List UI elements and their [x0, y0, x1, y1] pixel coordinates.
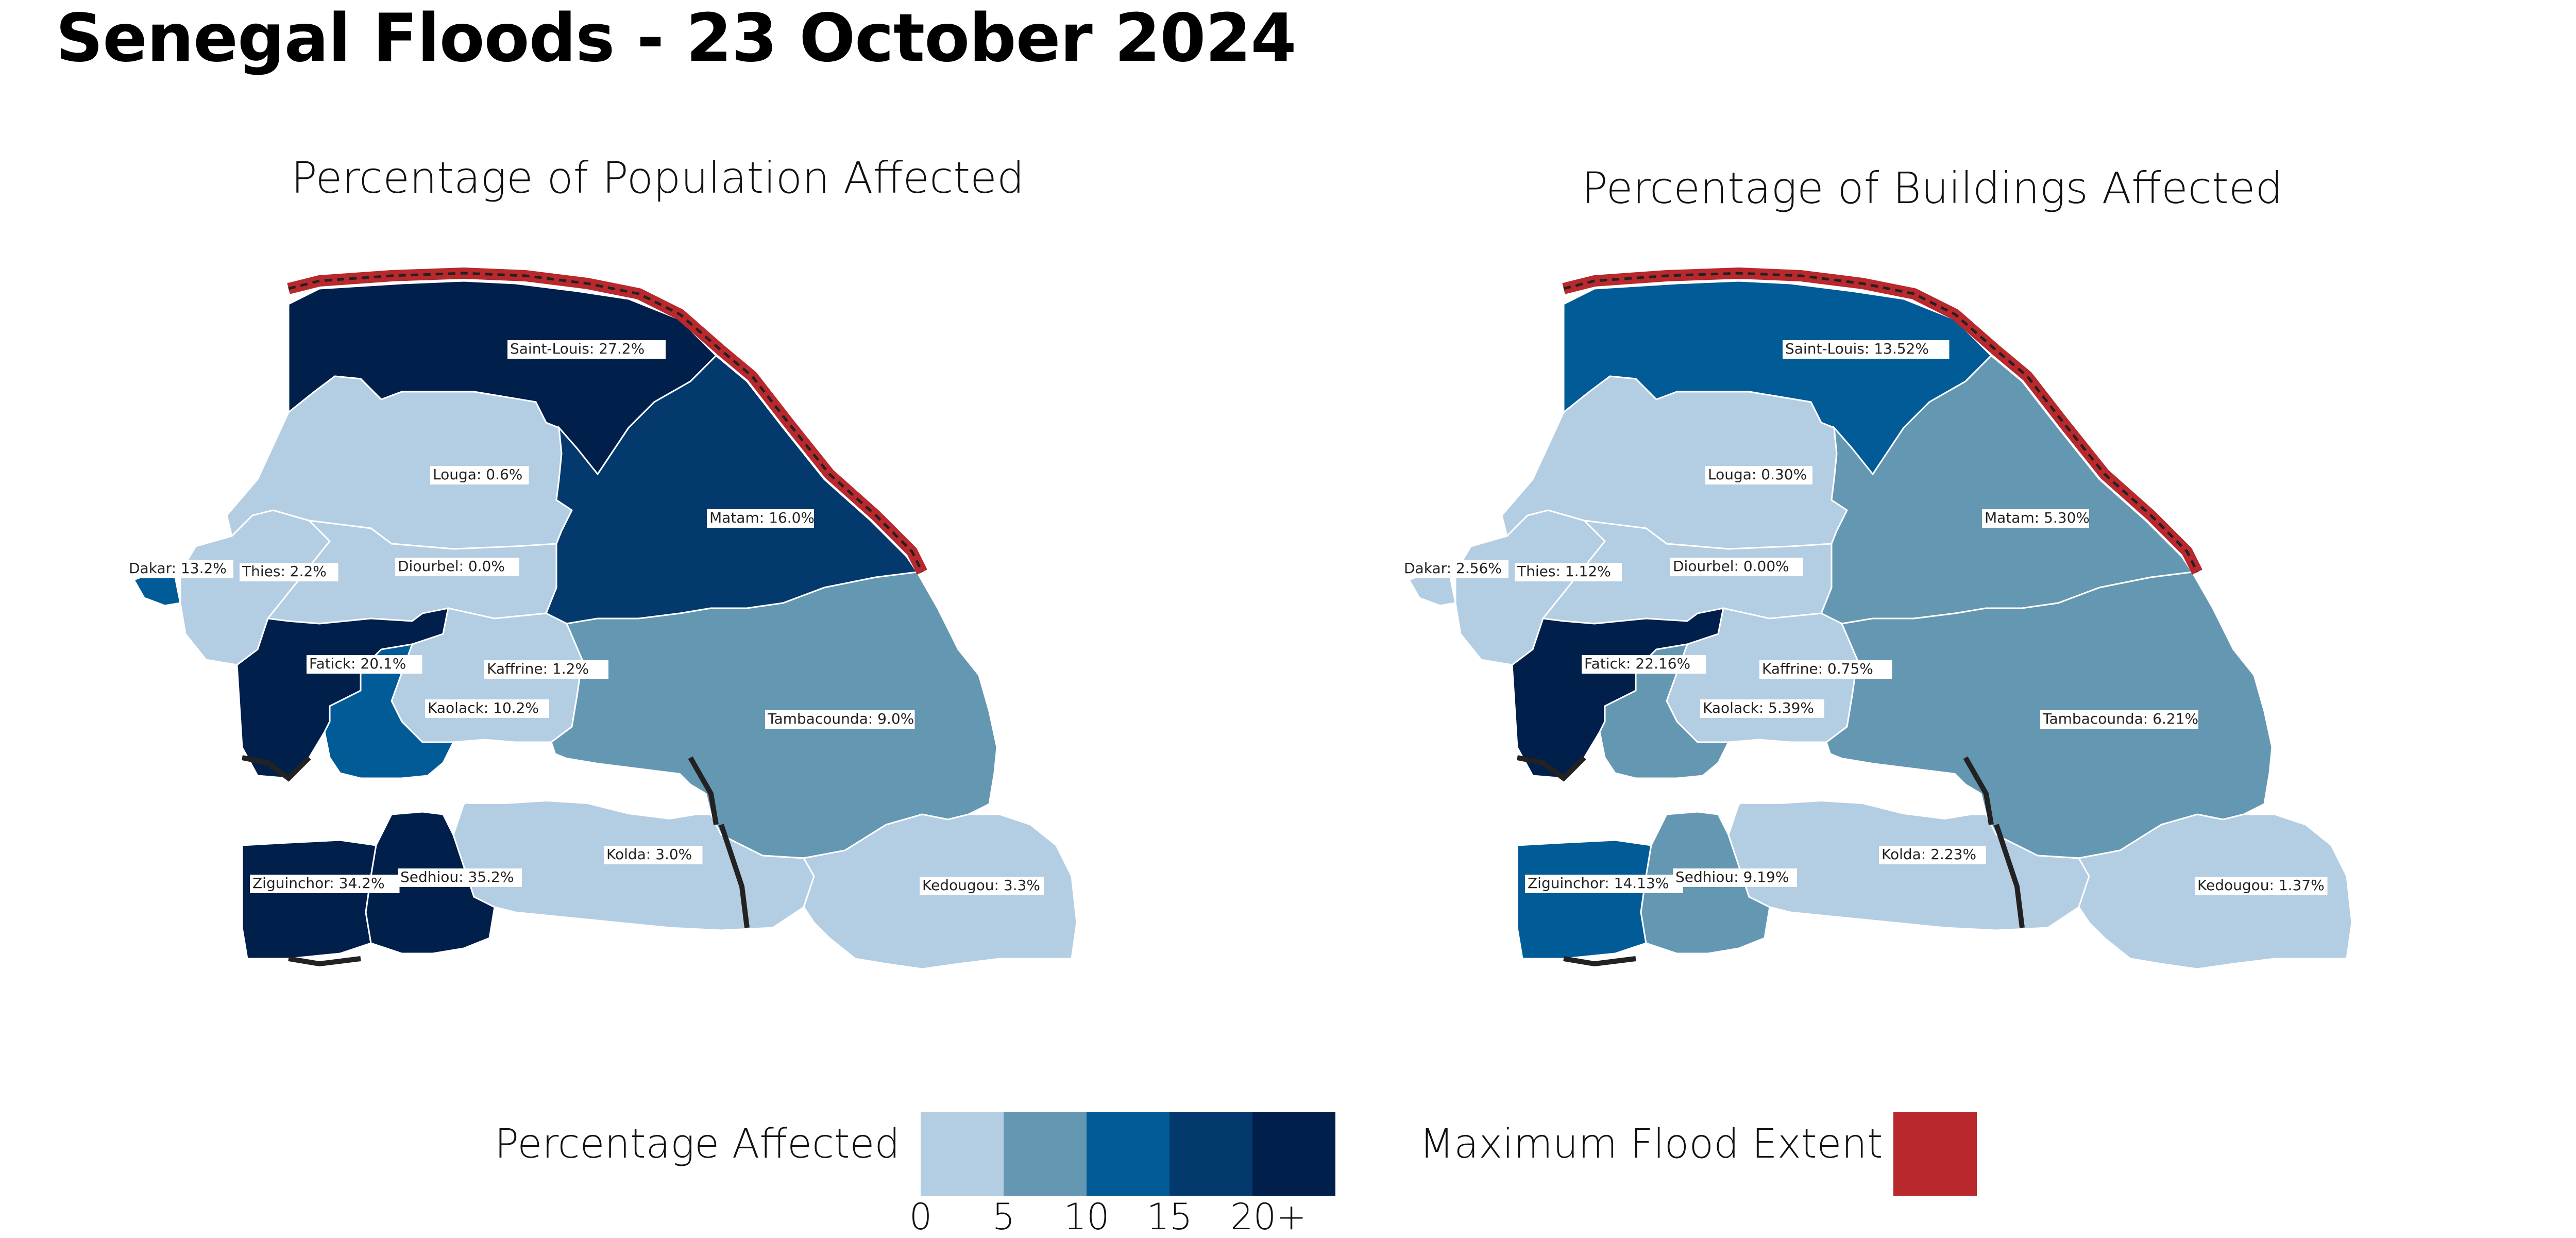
legend-swatch-10-15	[1087, 1112, 1170, 1196]
label-box-tambacounda	[765, 710, 915, 729]
label-box-saint-louis	[507, 340, 666, 359]
label-box-louga	[1705, 466, 1812, 484]
label-ziguinchor: Ziguinchor: 34.2%	[252, 875, 385, 892]
label-box-kedougou	[920, 877, 1044, 895]
river-detail	[1517, 755, 2025, 967]
legend-color-bar	[921, 1112, 1335, 1196]
legend-swatch-20-plus	[1252, 1112, 1335, 1196]
label-sedhiou: Sedhiou: 9.19%	[1675, 868, 1789, 885]
buildings-affected-map: Saint-Louis: 13.52% Louga: 0.30% Matam: 5.…	[1401, 267, 2352, 969]
label-dakar: Dakar: 13.2%	[129, 560, 227, 577]
label-saint-louis: Saint-Louis: 13.52%	[1785, 340, 1929, 357]
label-diourbel: Diourbel: 0.00%	[1673, 558, 1789, 575]
region-kaolack	[1599, 643, 1730, 779]
label-box-saint-louis	[1783, 340, 1950, 359]
legend-swatch-5-10	[1004, 1112, 1087, 1196]
label-saint-louis: Saint-Louis: 27.2%	[510, 340, 645, 357]
label-box-dakar	[1401, 560, 1509, 578]
region-kaolack	[324, 643, 455, 779]
label-ziguinchor: Ziguinchor: 14.13%	[1528, 875, 1669, 892]
label-kaffrine: Kaffrine: 1.2%	[487, 660, 589, 677]
population-map-title: Percentage of Population Affected	[291, 153, 1025, 203]
label-box-tambacounda	[2040, 710, 2198, 729]
legend-swatch-15-20	[1170, 1112, 1252, 1196]
flood-legend-swatch	[1893, 1112, 1977, 1196]
label-tambacounda: Tambacounda: 6.21%	[2042, 710, 2198, 727]
label-box-kaffrine	[484, 660, 608, 679]
label-box-diourbel	[395, 558, 519, 576]
legend-tick-10: 10	[1063, 1196, 1110, 1238]
label-box-fatick	[1582, 655, 1706, 674]
legend-tick-20-plus: 20+	[1230, 1196, 1307, 1238]
gambia-gap	[448, 745, 701, 819]
label-box-kolda	[1879, 846, 1986, 864]
label-box-thies	[1515, 563, 1622, 581]
flood-legend-label: Maximum Flood Extent	[1419, 1121, 1883, 1167]
label-box-sedhiou	[1673, 868, 1797, 887]
label-kaffrine: Kaffrine: 0.75%	[1762, 660, 1873, 677]
label-matam: Matam: 5.30%	[1985, 509, 2090, 526]
label-thies: Thies: 1.12%	[1517, 563, 1611, 580]
label-kaolack: Kaolack: 10.2%	[428, 699, 539, 716]
label-fatick: Fatick: 22.16%	[1584, 655, 1690, 672]
label-box-kedougou	[2195, 877, 2328, 895]
label-diourbel: Diourbel: 0.0%	[398, 558, 505, 575]
label-thies: Thies: 2.2%	[242, 563, 327, 580]
label-kaolack: Kaolack: 5.39%	[1703, 699, 1814, 716]
label-box-ziguinchor	[250, 875, 400, 893]
label-box-kaolack	[1700, 699, 1824, 718]
label-box-ziguinchor	[1525, 875, 1683, 893]
label-tambacounda: Tambacounda: 9.0%	[767, 710, 914, 727]
legend-tick-0: 0	[909, 1196, 933, 1238]
page-title: Senegal Floods - 23 October 2024	[56, 0, 1296, 77]
river-detail	[242, 755, 750, 967]
label-box-matam	[707, 509, 814, 528]
label-box-thies	[240, 563, 338, 581]
label-dakar: Dakar: 2.56%	[1404, 560, 1502, 577]
label-box-sedhiou	[398, 868, 522, 887]
label-box-louga	[430, 466, 529, 484]
label-box-matam	[1982, 509, 2089, 528]
legend-swatch-0-5	[921, 1112, 1004, 1196]
river-outline	[1563, 272, 2199, 573]
label-box-kaolack	[425, 699, 549, 718]
label-sedhiou: Sedhiou: 35.2%	[400, 868, 514, 885]
label-box-kaffrine	[1759, 660, 1892, 679]
label-box-dakar	[126, 560, 233, 578]
legend-label: Percentage Affected	[495, 1121, 900, 1167]
label-kedougou: Kedougou: 3.3%	[922, 877, 1040, 894]
label-kedougou: Kedougou: 1.37%	[2197, 877, 2325, 894]
legend-tick-5: 5	[992, 1196, 1015, 1238]
label-box-diourbel	[1670, 558, 1803, 576]
label-louga: Louga: 0.6%	[433, 466, 522, 483]
label-matam: Matam: 16.0%	[709, 509, 815, 526]
legend-tick-15: 15	[1146, 1196, 1193, 1238]
label-louga: Louga: 0.30%	[1708, 466, 1807, 483]
label-box-kolda	[604, 846, 703, 864]
buildings-map-title: Percentage of Buildings Affected	[1582, 163, 2283, 213]
gambia-gap	[1723, 745, 1976, 819]
river-outline	[288, 272, 924, 573]
label-fatick: Fatick: 20.1%	[309, 655, 406, 672]
label-box-fatick	[307, 655, 422, 674]
label-kolda: Kolda: 2.23%	[1882, 846, 1976, 863]
region-ziguinchor	[1516, 839, 1652, 960]
population-affected-map: Saint-Louis: 27.2% Louga: 0.6% Matam: 16.0…	[126, 267, 1078, 970]
label-kolda: Kolda: 3.0%	[606, 846, 692, 863]
